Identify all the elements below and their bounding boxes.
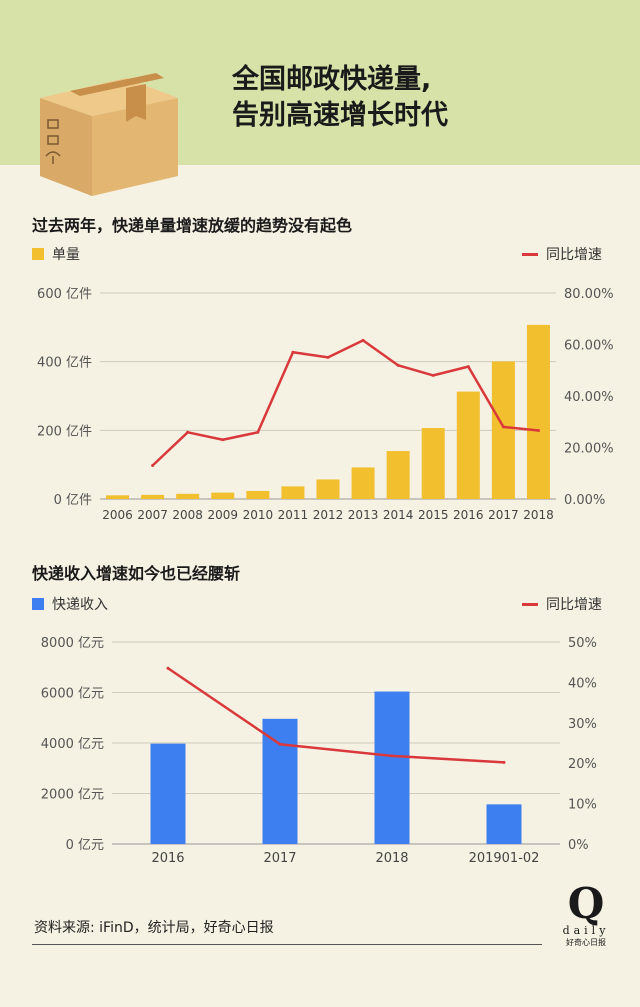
chart1-legend-bar: 单量 xyxy=(32,244,80,264)
chart1-y-left-tick-label: 0 亿件 xyxy=(54,493,92,508)
chart1-growth-point xyxy=(466,365,470,369)
header-banner: 全国邮政快递量, 告别高速增长时代 xyxy=(0,0,640,196)
chart2-bar xyxy=(486,804,522,844)
chart1-growth-point xyxy=(151,464,155,468)
logo-daily: daily xyxy=(562,924,610,937)
chart2-legend-bar-label: 快递收入 xyxy=(52,597,108,613)
chart1-x-tick-label: 2011 xyxy=(278,508,309,522)
chart2-y-left-tick-label: 0 亿元 xyxy=(66,838,104,853)
chart2-y-right-tick-label: 30% xyxy=(568,717,597,732)
chart2-growth-line xyxy=(167,667,505,764)
footer-divider xyxy=(32,944,542,945)
source-note: 资料来源: iFinD，统计局，好奇心日报 xyxy=(34,920,274,936)
chart1-x-tick-label: 2017 xyxy=(488,508,519,522)
chart1-x-tick-label: 2014 xyxy=(383,508,414,522)
legend-line-red xyxy=(522,602,538,606)
chart2-x-tick-label: 2018 xyxy=(375,851,408,866)
chart1-y-right-tick-label: 40.00% xyxy=(564,390,614,405)
chart2-y-right-tick-label: 20% xyxy=(568,757,597,772)
title-line-1: 全国邮政快递量, xyxy=(232,64,432,95)
chart2-y-right-tick-label: 50% xyxy=(568,636,597,651)
logo-name: 好奇心日报 xyxy=(566,938,606,947)
chart1-bar xyxy=(281,486,305,499)
chart1-bar xyxy=(526,324,550,499)
chart1-bar xyxy=(246,490,270,499)
chart2-growth-point xyxy=(502,760,506,764)
chart1-x-tick-label: 2008 xyxy=(172,508,203,522)
chart1-bar xyxy=(386,451,410,499)
daily-logo: Q daily 好奇心日报 xyxy=(556,879,616,948)
chart1-bar xyxy=(491,361,515,499)
chart1-bar xyxy=(421,428,445,499)
chart1-growth-point xyxy=(396,363,400,367)
chart1-x-tick-label: 2016 xyxy=(453,508,484,522)
legend-swatch-yellow xyxy=(32,248,44,260)
chart1-x-tick-label: 2006 xyxy=(102,508,133,522)
chart1-x-tick-label: 2007 xyxy=(137,508,168,522)
chart1-y-right-tick-label: 20.00% xyxy=(564,442,614,457)
chart1-y-right-tick-label: 0.00% xyxy=(564,493,605,508)
chart1-y-left-tick-label: 200 亿件 xyxy=(37,424,92,439)
chart1-x-tick-label: 2010 xyxy=(243,508,274,522)
chart1-y-left-tick-label: 400 亿件 xyxy=(37,356,92,371)
chart1-x-tick-label: 2009 xyxy=(207,508,238,522)
chart1-legend-line: 同比增速 xyxy=(522,244,602,264)
legend-swatch-blue xyxy=(32,598,44,610)
chart1-y-right-tick-label: 80.00% xyxy=(564,287,614,302)
chart1-bar xyxy=(141,494,165,499)
cardboard-box-icon xyxy=(40,73,178,196)
page-title: 全国邮政快递量, 告别高速增长时代 xyxy=(232,62,448,134)
chart1-bar xyxy=(211,492,235,499)
chart2-bar xyxy=(150,743,186,844)
chart1-growth-point xyxy=(536,429,540,433)
chart1-growth-point xyxy=(186,430,190,434)
chart2-legend-bar: 快递收入 xyxy=(32,594,108,614)
chart2-y-right-tick-label: 10% xyxy=(568,798,597,813)
chart2-y-left-tick-label: 8000 亿元 xyxy=(41,636,104,651)
chart1-growth-line xyxy=(151,339,539,467)
chart1-growth-point xyxy=(326,355,330,359)
title-line-2: 告别高速增长时代 xyxy=(232,100,448,131)
chart1-bar xyxy=(176,493,200,499)
chart1-svg: 0 亿件 200 亿件 400 亿件 600 亿件 0.00% 20.00% 40.00% 6… xyxy=(37,287,614,522)
chart1-bar xyxy=(456,391,480,499)
chart1-growth-point xyxy=(221,438,225,442)
chart2-growth-point xyxy=(278,742,282,746)
chart1-growth-point xyxy=(291,350,295,354)
chart1-growth-point xyxy=(256,430,260,434)
chart2-bar xyxy=(374,691,410,844)
chart1-bar xyxy=(106,495,130,499)
logo-q: Q xyxy=(567,879,605,928)
chart2-x-tick-label: 2017 xyxy=(263,851,296,866)
chart1-y-left-tick-label: 600 亿件 xyxy=(37,287,92,302)
chart2-y-left-tick-label: 6000 亿元 xyxy=(41,687,104,702)
chart1-bar xyxy=(351,467,375,499)
chart2-x-tick-label: 201901-02 xyxy=(469,851,540,866)
chart2-y-right-tick-label: 0% xyxy=(568,838,589,853)
chart1-title: 过去两年，快递单量增速放缓的趋势没有起色 xyxy=(32,216,353,235)
chart2-growth-point xyxy=(390,754,394,758)
chart2-x-tick-label: 2016 xyxy=(151,851,184,866)
chart2-legend-line-label: 同比增速 xyxy=(546,597,602,613)
chart2-title: 快递收入增速如今也已经腰斩 xyxy=(32,564,241,583)
chart2-bar xyxy=(262,718,298,844)
chart1-x-tick-label: 2013 xyxy=(348,508,379,522)
chart1-growth-point xyxy=(431,373,435,377)
legend-line-red xyxy=(522,252,538,256)
chart1-y-right-tick-label: 60.00% xyxy=(564,339,614,354)
chart2-growth-point xyxy=(166,666,170,670)
chart1-legend-line-label: 同比增速 xyxy=(546,247,602,263)
chart1-legend-bar-label: 单量 xyxy=(52,247,80,263)
chart1-bar xyxy=(316,479,340,499)
chart2-legend-line: 同比增速 xyxy=(522,594,602,614)
chart2-svg: 0 亿元 2000 亿元 4000 亿元 6000 亿元 8000 亿元 0% 10% 20%… xyxy=(41,636,597,866)
chart2-y-right-tick-label: 40% xyxy=(568,676,597,691)
chart2-y-left-tick-label: 2000 亿元 xyxy=(41,788,104,803)
chart2-y-left-tick-label: 4000 亿元 xyxy=(41,737,104,752)
chart1-growth-point xyxy=(361,338,365,342)
chart1-x-tick-label: 2018 xyxy=(523,508,554,522)
chart1-x-tick-label: 2015 xyxy=(418,508,449,522)
chart1-growth-point xyxy=(501,425,505,429)
chart1-x-tick-label: 2012 xyxy=(313,508,344,522)
